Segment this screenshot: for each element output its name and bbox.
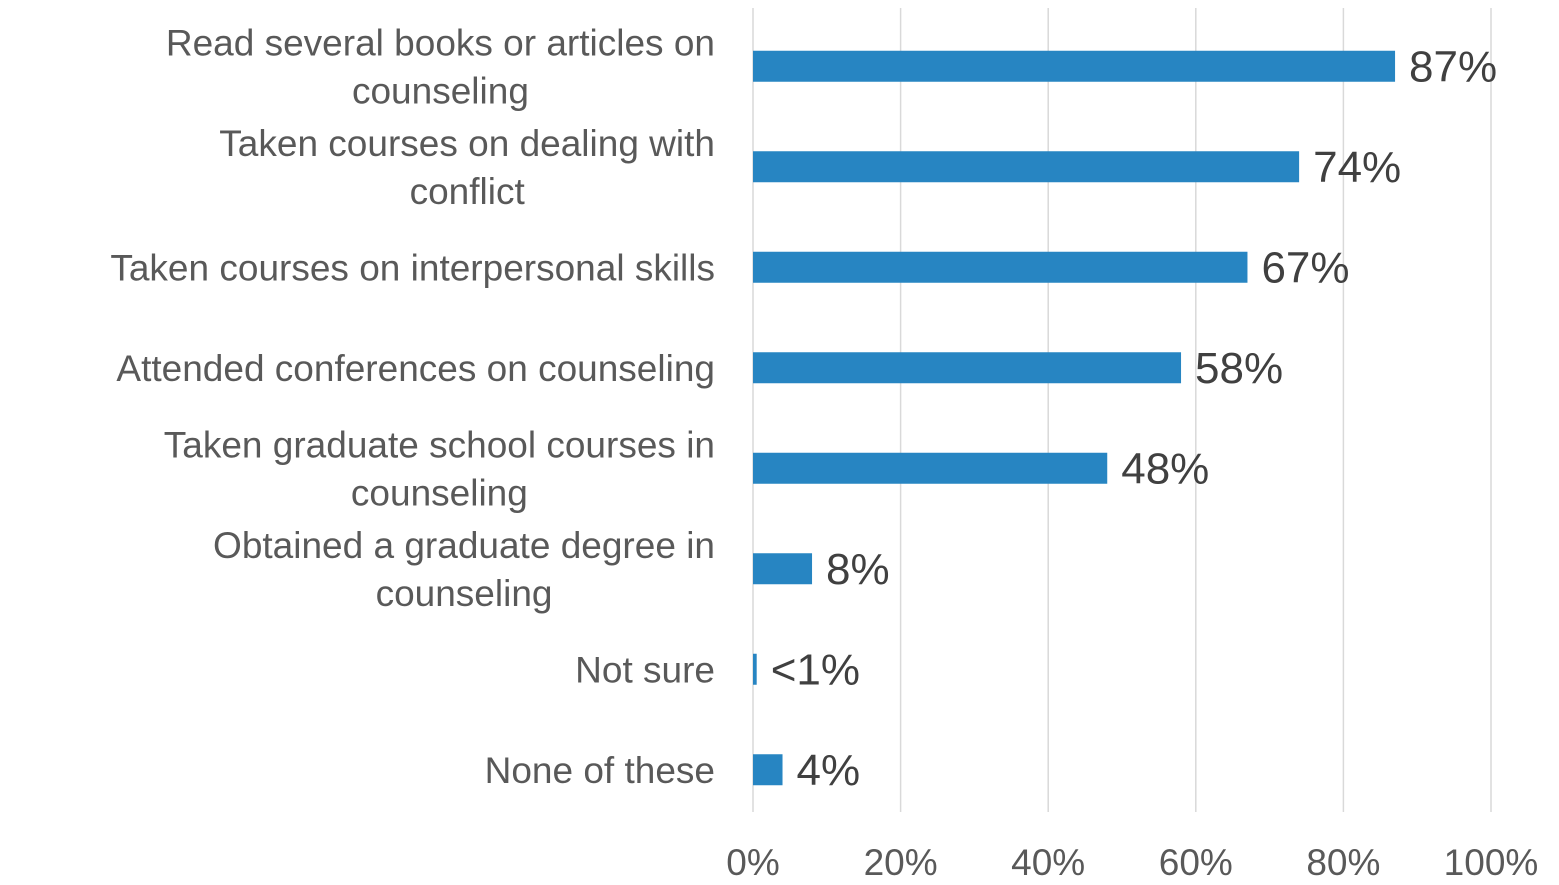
x-tick-label: 40%: [1011, 842, 1085, 880]
x-axis-ticks: 0% 20% 40% 60% 80% 100%: [726, 842, 1539, 883]
x-tick-label: 60%: [1159, 842, 1233, 880]
bar: [753, 452, 1108, 484]
category-label: Obtained a graduate degree in counseling: [213, 525, 715, 614]
x-tick-label: 80%: [1306, 842, 1380, 880]
category-label-line: conflict: [410, 171, 526, 212]
bars: [753, 50, 1396, 786]
category-label: Read several books or articles on counsel…: [166, 22, 715, 111]
bar: [753, 553, 813, 585]
data-label: 74%: [1313, 143, 1401, 192]
data-label: <1%: [771, 645, 860, 694]
category-labels: Read several books or articles on counsel…: [110, 22, 715, 791]
data-label: 8%: [826, 545, 890, 594]
data-label: 4%: [797, 746, 861, 795]
category-label: Attended conferences on counseling: [116, 348, 715, 389]
data-label: 67%: [1261, 243, 1349, 292]
category-label-line: counseling: [351, 472, 528, 513]
category-label-line: Taken courses on interpersonal skills: [110, 247, 715, 288]
data-label: 58%: [1195, 344, 1283, 393]
gridlines: [752, 8, 1492, 812]
category-label-line: Obtained a graduate degree in: [213, 525, 715, 566]
data-labels: 87% 74% 67% 58% 48% 8% <1% 4%: [771, 42, 1497, 795]
x-tick-label: 0%: [726, 842, 779, 880]
bar: [753, 50, 1396, 82]
bar: [753, 251, 1248, 283]
data-label: 87%: [1409, 42, 1497, 91]
category-label: None of these: [485, 750, 715, 791]
category-label-line: Attended conferences on counseling: [116, 348, 715, 389]
x-tick-label: 20%: [864, 842, 938, 880]
category-label-line: Taken graduate school courses in: [164, 424, 715, 465]
x-tick-label: 100%: [1444, 842, 1539, 880]
category-label: Taken courses on interpersonal skills: [110, 247, 715, 288]
data-label: 48%: [1121, 444, 1209, 493]
category-label-line: counseling: [352, 70, 529, 111]
category-label-line: Not sure: [575, 649, 715, 690]
bar: [753, 151, 1300, 183]
category-label: Taken graduate school courses in counseli…: [164, 424, 715, 513]
bar: [753, 754, 783, 786]
category-label: Taken courses on dealing with conflict: [219, 123, 715, 212]
category-label-line: Read several books or articles on: [166, 22, 715, 63]
bar: [753, 653, 757, 685]
category-label: Not sure: [575, 649, 715, 690]
category-label-line: counseling: [376, 573, 553, 614]
bar: [753, 352, 1182, 384]
category-label-line: None of these: [485, 750, 715, 791]
category-label-line: Taken courses on dealing with: [219, 123, 715, 164]
